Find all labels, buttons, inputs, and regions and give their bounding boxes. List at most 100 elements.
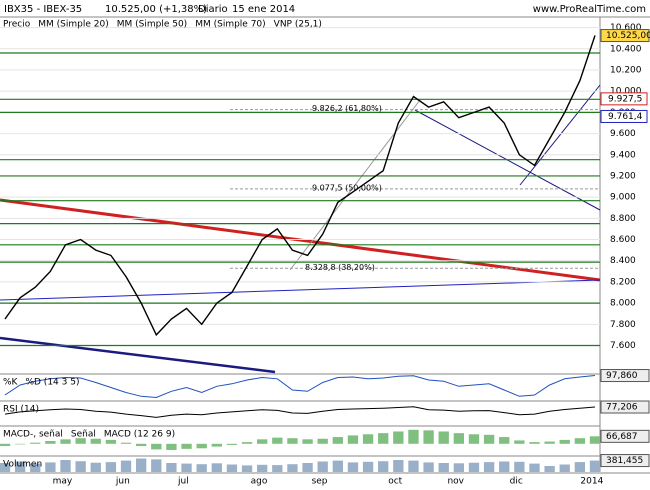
- bar: [90, 438, 101, 444]
- x-tick-label: jun: [115, 477, 130, 487]
- bar: [287, 464, 298, 472]
- bar: [378, 433, 389, 444]
- bar: [226, 464, 238, 472]
- current-label: 381,455: [606, 456, 643, 466]
- bar: [438, 431, 449, 444]
- bar: [0, 463, 11, 472]
- trend-line: [0, 336, 276, 374]
- bar: [181, 443, 192, 449]
- legend-entry: MACD-, señal: [3, 430, 63, 440]
- bar: [272, 465, 283, 472]
- bar: [14, 461, 26, 472]
- legend-entry: %K: [3, 378, 19, 388]
- x-tick-label: ago: [251, 477, 268, 487]
- series-line: [4, 375, 596, 399]
- bar: [408, 460, 419, 472]
- bar: [514, 440, 525, 444]
- bar: [453, 433, 465, 444]
- bar: [559, 464, 570, 472]
- bar: [559, 439, 570, 444]
- price-change: 10.525,00 (+1,38%): [105, 4, 207, 15]
- y-tick-label: 8.800: [610, 214, 636, 224]
- price-tag: [600, 92, 648, 106]
- chart-title: IBX35 - IBEX-35: [4, 4, 82, 15]
- bar: [75, 461, 86, 472]
- y-tick-label: 10.000: [610, 87, 642, 97]
- trend-line: [0, 279, 601, 301]
- bar: [241, 442, 253, 444]
- bar: [75, 438, 86, 444]
- legend-entry: Volumen: [3, 460, 42, 470]
- legend-entry: %D (14 3 5): [25, 378, 79, 388]
- series-line: [4, 35, 596, 337]
- bar: [45, 462, 56, 472]
- y-tick-label: 10.200: [610, 65, 642, 75]
- source: www.ProRealTime.com: [533, 4, 646, 15]
- bar: [302, 463, 313, 472]
- current-tag: [600, 29, 650, 43]
- bar: [483, 434, 495, 444]
- current-tag: [600, 429, 650, 443]
- current-label: 10.525,00: [606, 31, 650, 41]
- bar: [120, 460, 132, 472]
- bar: [60, 460, 71, 472]
- bar: [438, 463, 449, 472]
- bar: [378, 461, 389, 472]
- bar: [196, 464, 207, 472]
- bar: [393, 431, 404, 444]
- y-tick-label: 9.400: [610, 150, 636, 160]
- legend-entry: Precio: [3, 20, 31, 30]
- y-tick-label: 7.600: [610, 341, 636, 351]
- bar: [302, 439, 313, 444]
- price-tag: [600, 109, 648, 123]
- y-tick-label: 8.400: [610, 256, 636, 266]
- bar: [529, 463, 540, 472]
- bar: [196, 443, 207, 449]
- bar: [135, 458, 147, 472]
- bar: [499, 437, 510, 444]
- bar: [105, 462, 117, 472]
- y-tick-label: 8.200: [610, 277, 636, 287]
- current-tag: [600, 369, 650, 383]
- bar: [211, 463, 222, 472]
- price-tag-label: 9.927,5: [608, 94, 642, 104]
- bar: [211, 443, 222, 447]
- bar: [347, 435, 359, 444]
- period: Diario: [198, 4, 228, 15]
- date: 15 ene 2014: [232, 4, 295, 15]
- bar: [317, 438, 328, 444]
- bar: [453, 463, 465, 472]
- current-label: 97,860: [606, 371, 638, 381]
- x-tick-label: dic: [510, 477, 523, 487]
- bar: [317, 461, 328, 472]
- bar: [14, 443, 26, 445]
- bar: [181, 463, 192, 472]
- bar: [135, 443, 147, 447]
- bar: [151, 443, 162, 450]
- bar: [574, 462, 586, 472]
- trend-line: [289, 99, 421, 271]
- fib-label: 8.328,8 (38,20%): [305, 263, 375, 272]
- y-tick-label: 9.600: [610, 129, 636, 139]
- x-tick-label: 2014: [580, 477, 603, 487]
- y-tick-label: 7.800: [610, 320, 636, 330]
- x-tick-label: sep: [312, 477, 328, 487]
- bar: [499, 461, 510, 472]
- current-tag: [600, 454, 650, 468]
- fib-label: 9.826,2 (61,80%): [312, 104, 382, 113]
- bar: [483, 462, 495, 472]
- bar: [362, 461, 374, 472]
- legend-entry: MM (Simple 70): [195, 20, 265, 30]
- bar: [408, 429, 419, 444]
- bar: [423, 430, 434, 444]
- y-tick-label: 9.000: [610, 193, 636, 203]
- current-label: 66,687: [606, 432, 638, 442]
- x-tick-label: jul: [177, 477, 189, 487]
- bar: [272, 437, 283, 444]
- bar: [166, 463, 177, 472]
- bar: [544, 466, 555, 472]
- bar: [287, 438, 298, 444]
- bar: [30, 442, 41, 444]
- y-tick-label: 10.600: [610, 23, 642, 33]
